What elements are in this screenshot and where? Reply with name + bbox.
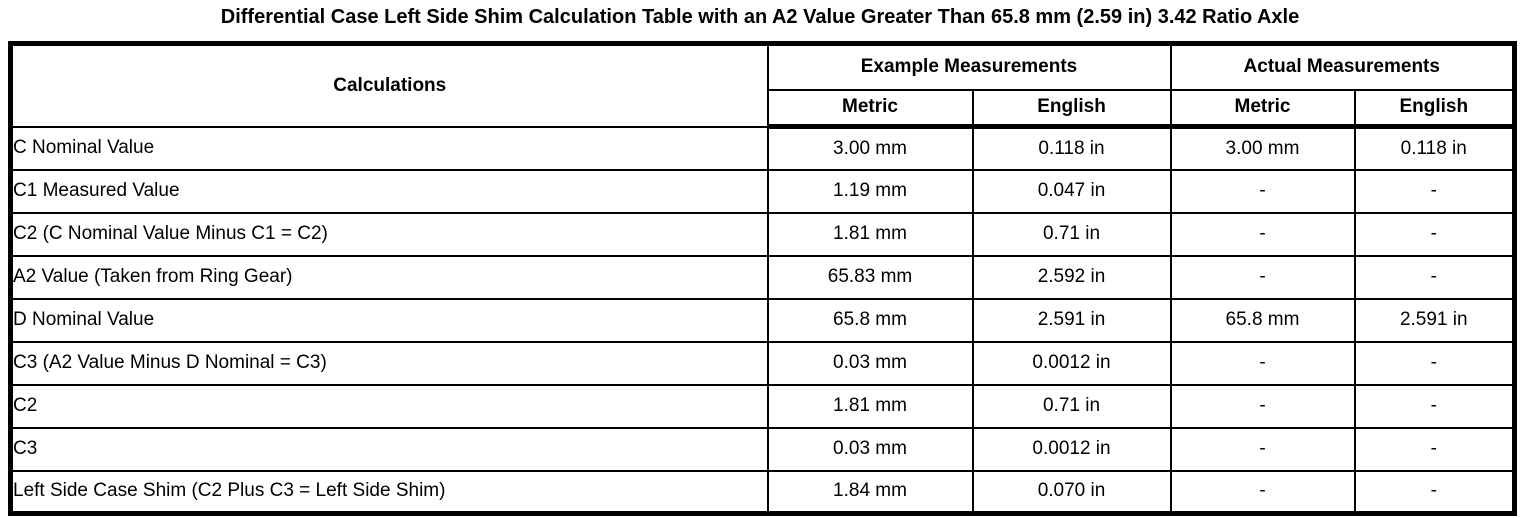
cell-example-english: 0.047 in bbox=[971, 168, 1172, 214]
table-row: C2 1.81 mm 0.71 in - - bbox=[9, 383, 1516, 429]
cell-example-metric: 1.84 mm bbox=[766, 469, 974, 515]
cell-example-metric: 3.00 mm bbox=[766, 125, 974, 171]
header-example-measurements: Example Measurements bbox=[766, 42, 1172, 91]
cell-actual-english: 0.118 in bbox=[1353, 125, 1516, 171]
header-actual-measurements: Actual Measurements bbox=[1169, 42, 1516, 91]
cell-example-english: 0.0012 in bbox=[971, 426, 1172, 472]
cell-actual-metric: - bbox=[1169, 469, 1356, 515]
cell-actual-english: - bbox=[1353, 426, 1516, 472]
table-row: C2 (C Nominal Value Minus C1 = C2) 1.81 … bbox=[9, 211, 1516, 257]
cell-actual-metric: - bbox=[1169, 254, 1356, 300]
table-row: C Nominal Value 3.00 mm 0.118 in 3.00 mm… bbox=[9, 125, 1516, 171]
table-title: Differential Case Left Side Shim Calcula… bbox=[220, 6, 1300, 28]
cell-example-english: 0.070 in bbox=[971, 469, 1172, 515]
table-row: C1 Measured Value 1.19 mm 0.047 in - - bbox=[9, 168, 1516, 214]
table-row: C3 (A2 Value Minus D Nominal = C3) 0.03 … bbox=[9, 340, 1516, 386]
row-label: A2 Value (Taken from Ring Gear) bbox=[9, 254, 769, 300]
row-label: C3 bbox=[9, 426, 769, 472]
header-actual-english: English bbox=[1353, 88, 1516, 129]
cell-example-english: 0.118 in bbox=[971, 125, 1172, 171]
cell-example-english: 0.71 in bbox=[971, 383, 1172, 429]
cell-actual-english: - bbox=[1353, 211, 1516, 257]
cell-example-english: 0.71 in bbox=[971, 211, 1172, 257]
table-body: C Nominal Value 3.00 mm 0.118 in 3.00 mm… bbox=[9, 125, 1516, 515]
table-row: C3 0.03 mm 0.0012 in - - bbox=[9, 426, 1516, 472]
cell-example-metric: 0.03 mm bbox=[766, 340, 974, 386]
cell-example-english: 0.0012 in bbox=[971, 340, 1172, 386]
cell-example-english: 2.592 in bbox=[971, 254, 1172, 300]
cell-example-metric: 65.83 mm bbox=[766, 254, 974, 300]
table-row: Left Side Case Shim (C2 Plus C3 = Left S… bbox=[9, 469, 1516, 515]
cell-example-metric: 65.8 mm bbox=[766, 297, 974, 343]
header-actual-metric: Metric bbox=[1169, 88, 1356, 129]
table-row: D Nominal Value 65.8 mm 2.591 in 65.8 mm… bbox=[9, 297, 1516, 343]
cell-example-metric: 1.81 mm bbox=[766, 211, 974, 257]
cell-actual-metric: 65.8 mm bbox=[1169, 297, 1356, 343]
row-label: C1 Measured Value bbox=[9, 168, 769, 214]
cell-actual-english: - bbox=[1353, 469, 1516, 515]
cell-actual-metric: - bbox=[1169, 168, 1356, 214]
cell-actual-metric: - bbox=[1169, 383, 1356, 429]
cell-actual-english: - bbox=[1353, 254, 1516, 300]
table-header: Calculations Example Measurements Actual… bbox=[9, 42, 1516, 129]
header-calculations: Calculations bbox=[9, 42, 769, 128]
cell-actual-metric: 3.00 mm bbox=[1169, 125, 1356, 171]
row-label: D Nominal Value bbox=[9, 297, 769, 343]
cell-actual-english: 2.591 in bbox=[1353, 297, 1516, 343]
header-example-english: English bbox=[971, 88, 1172, 129]
cell-actual-metric: - bbox=[1169, 211, 1356, 257]
cell-actual-metric: - bbox=[1169, 340, 1356, 386]
table-row: A2 Value (Taken from Ring Gear) 65.83 mm… bbox=[9, 254, 1516, 300]
cell-example-metric: 0.03 mm bbox=[766, 426, 974, 472]
cell-example-metric: 1.81 mm bbox=[766, 383, 974, 429]
row-label: C3 (A2 Value Minus D Nominal = C3) bbox=[9, 340, 769, 386]
header-example-metric: Metric bbox=[766, 88, 974, 129]
cell-actual-english: - bbox=[1353, 168, 1516, 214]
row-label: Left Side Case Shim (C2 Plus C3 = Left S… bbox=[9, 469, 769, 515]
cell-actual-english: - bbox=[1353, 383, 1516, 429]
cell-example-metric: 1.19 mm bbox=[766, 168, 974, 214]
cell-actual-metric: - bbox=[1169, 426, 1356, 472]
cell-example-english: 2.591 in bbox=[971, 297, 1172, 343]
row-label: C2 (C Nominal Value Minus C1 = C2) bbox=[9, 211, 769, 257]
row-label: C Nominal Value bbox=[9, 125, 769, 171]
row-label: C2 bbox=[9, 383, 769, 429]
header-sub-row: Metric English Metric English bbox=[11, 88, 1516, 129]
shim-calculation-table: Calculations Example Measurements Actual… bbox=[8, 41, 1517, 516]
header-group-row: Calculations Example Measurements Actual… bbox=[9, 42, 1516, 128]
cell-actual-english: - bbox=[1353, 340, 1516, 386]
